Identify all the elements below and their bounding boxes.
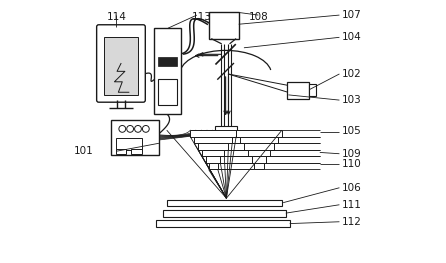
FancyBboxPatch shape [111, 120, 159, 155]
FancyBboxPatch shape [190, 130, 236, 137]
Text: 109: 109 [342, 149, 362, 159]
FancyBboxPatch shape [206, 156, 220, 163]
Text: 106: 106 [342, 183, 362, 193]
Text: 101: 101 [74, 146, 94, 156]
FancyBboxPatch shape [215, 126, 237, 137]
FancyBboxPatch shape [167, 200, 282, 206]
Text: 105: 105 [342, 127, 362, 136]
FancyBboxPatch shape [116, 138, 142, 150]
FancyBboxPatch shape [132, 149, 142, 154]
Text: 102: 102 [342, 69, 362, 79]
Text: 114: 114 [107, 12, 127, 22]
FancyBboxPatch shape [248, 150, 270, 156]
FancyBboxPatch shape [163, 210, 286, 216]
FancyBboxPatch shape [209, 12, 239, 39]
FancyBboxPatch shape [240, 137, 278, 143]
Circle shape [142, 125, 149, 132]
FancyBboxPatch shape [244, 143, 274, 150]
FancyBboxPatch shape [202, 150, 224, 156]
Text: 107: 107 [342, 10, 362, 20]
FancyBboxPatch shape [104, 37, 138, 95]
FancyBboxPatch shape [194, 137, 232, 143]
FancyBboxPatch shape [154, 28, 181, 114]
FancyBboxPatch shape [252, 156, 266, 163]
Text: 104: 104 [342, 32, 362, 42]
Circle shape [135, 125, 141, 132]
FancyBboxPatch shape [236, 130, 282, 137]
FancyBboxPatch shape [254, 163, 264, 169]
Text: 111: 111 [342, 200, 362, 210]
Circle shape [119, 125, 126, 132]
FancyBboxPatch shape [198, 143, 228, 150]
FancyBboxPatch shape [157, 57, 177, 66]
FancyBboxPatch shape [156, 220, 290, 227]
Text: 103: 103 [342, 95, 362, 105]
FancyBboxPatch shape [157, 79, 177, 105]
FancyBboxPatch shape [310, 84, 316, 96]
Circle shape [127, 125, 133, 132]
FancyBboxPatch shape [209, 163, 218, 169]
Text: 110: 110 [342, 159, 362, 169]
FancyBboxPatch shape [116, 149, 126, 154]
FancyBboxPatch shape [287, 82, 310, 99]
FancyBboxPatch shape [97, 25, 145, 102]
Text: 112: 112 [342, 217, 362, 227]
Text: 108: 108 [249, 12, 269, 22]
Text: 113: 113 [192, 12, 211, 22]
